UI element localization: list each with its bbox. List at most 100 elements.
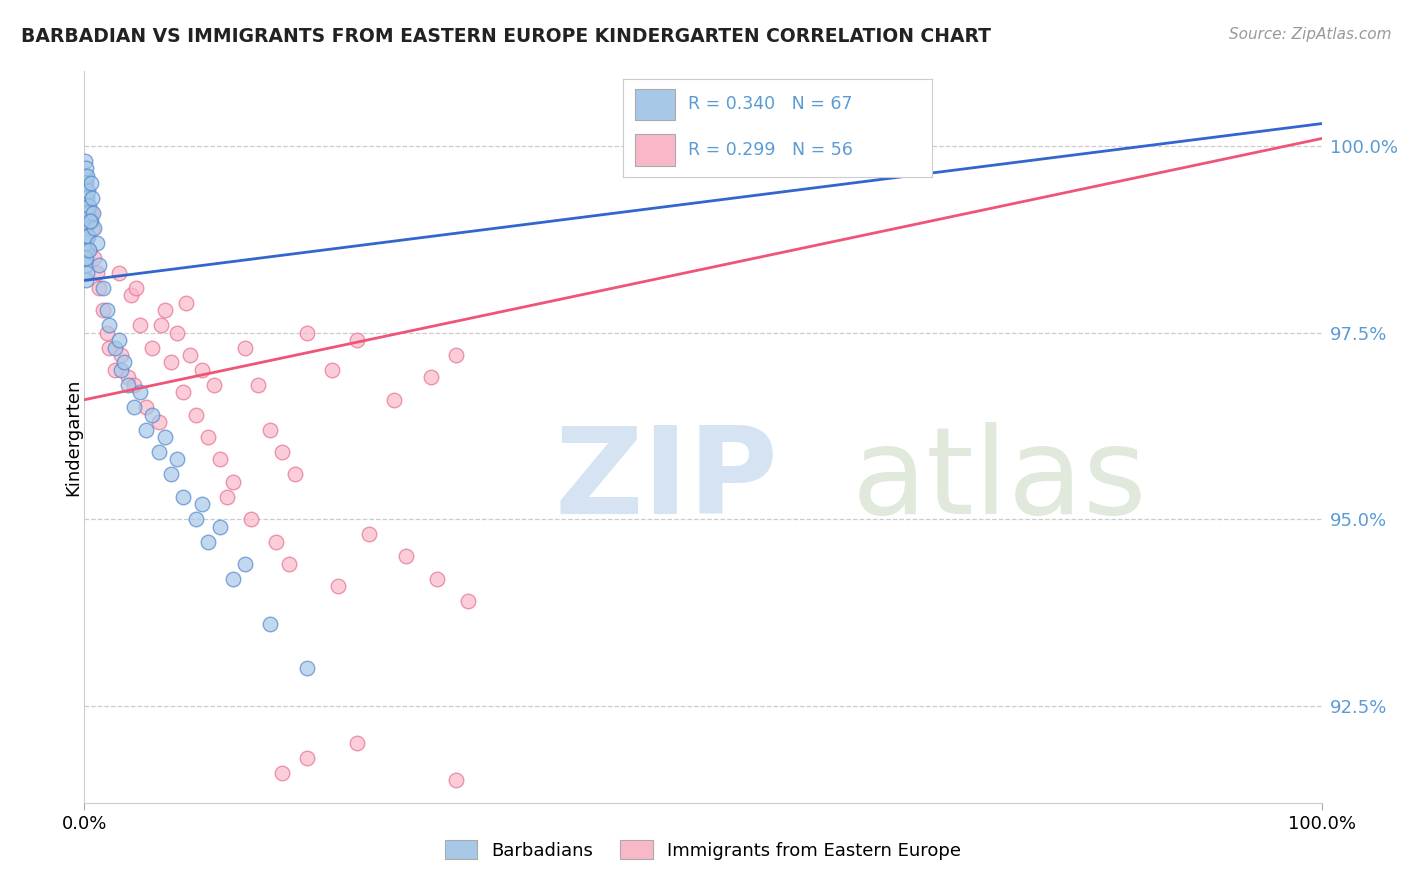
Point <box>277 557 299 571</box>
Point <box>295 661 318 675</box>
Point <box>75 244 97 258</box>
Point <box>166 452 188 467</box>
Point <box>89 259 111 273</box>
Point <box>112 355 135 369</box>
Point <box>444 348 467 362</box>
Point <box>264 534 287 549</box>
Point <box>75 191 97 205</box>
Point <box>73 153 96 168</box>
Text: BARBADIAN VS IMMIGRANTS FROM EASTERN EUROPE KINDERGARTEN CORRELATION CHART: BARBADIAN VS IMMIGRANTS FROM EASTERN EUR… <box>21 27 991 45</box>
Point <box>77 228 100 243</box>
Text: Source: ZipAtlas.com: Source: ZipAtlas.com <box>1229 27 1392 42</box>
Point <box>222 475 245 489</box>
Point <box>75 213 97 227</box>
Point <box>160 467 183 482</box>
Point <box>233 341 256 355</box>
Point <box>73 221 96 235</box>
Point <box>73 177 96 191</box>
Point <box>444 773 467 788</box>
Point <box>172 385 194 400</box>
Point <box>184 512 207 526</box>
Point <box>382 392 405 407</box>
Point <box>75 259 97 273</box>
Point <box>83 221 105 235</box>
Point <box>122 401 145 415</box>
Point <box>259 423 281 437</box>
Point <box>153 430 176 444</box>
Point <box>222 572 245 586</box>
Point <box>75 273 97 287</box>
Point <box>150 318 173 332</box>
Point <box>148 445 170 459</box>
Text: atlas: atlas <box>852 423 1147 540</box>
Point <box>209 452 232 467</box>
Point <box>108 266 131 280</box>
Point <box>80 191 103 205</box>
Point <box>79 177 101 191</box>
Point <box>346 736 368 750</box>
Point <box>191 497 214 511</box>
Point <box>141 408 163 422</box>
Point <box>110 363 132 377</box>
Point <box>73 251 96 265</box>
Point <box>141 341 163 355</box>
Point <box>79 213 101 227</box>
Point <box>295 326 318 340</box>
Point <box>91 303 114 318</box>
Point <box>73 235 96 250</box>
Point <box>184 408 207 422</box>
Point <box>77 228 100 243</box>
Point <box>76 169 98 183</box>
Point <box>75 177 97 191</box>
Point <box>86 266 108 280</box>
Point <box>98 318 121 332</box>
Point <box>117 370 139 384</box>
Point <box>419 370 441 384</box>
Point <box>166 326 188 340</box>
Point <box>96 326 118 340</box>
Point <box>79 206 101 220</box>
Point <box>110 348 132 362</box>
Point <box>153 303 176 318</box>
Point <box>96 303 118 318</box>
Point <box>75 161 97 176</box>
Point <box>321 363 343 377</box>
Point <box>104 363 127 377</box>
Point <box>91 281 114 295</box>
Point <box>104 341 127 355</box>
Point <box>125 281 148 295</box>
Point <box>77 244 100 258</box>
Point <box>80 221 103 235</box>
Point <box>271 766 294 780</box>
Point <box>79 244 101 258</box>
Point <box>271 445 294 459</box>
Point <box>179 348 201 362</box>
Point <box>75 228 97 243</box>
Point <box>135 401 157 415</box>
Point <box>75 184 97 198</box>
Point <box>75 221 97 235</box>
Point <box>129 318 152 332</box>
Point <box>89 281 111 295</box>
Point <box>75 206 97 220</box>
Point <box>76 228 98 243</box>
Point <box>326 579 349 593</box>
Point <box>76 191 98 205</box>
Text: ZIP: ZIP <box>554 423 779 540</box>
Point <box>122 377 145 392</box>
Point <box>246 377 269 392</box>
Legend: Barbadians, Immigrants from Eastern Europe: Barbadians, Immigrants from Eastern Euro… <box>437 833 969 867</box>
Point <box>148 415 170 429</box>
Point <box>75 199 97 213</box>
Point <box>108 333 131 347</box>
Point <box>77 184 100 198</box>
Point <box>160 355 183 369</box>
Point <box>76 266 98 280</box>
Point <box>75 199 97 213</box>
Point <box>73 169 96 183</box>
Point <box>135 423 157 437</box>
Point <box>73 191 96 205</box>
Point <box>73 213 96 227</box>
Point <box>75 235 97 250</box>
Y-axis label: Kindergarten: Kindergarten <box>65 378 82 496</box>
